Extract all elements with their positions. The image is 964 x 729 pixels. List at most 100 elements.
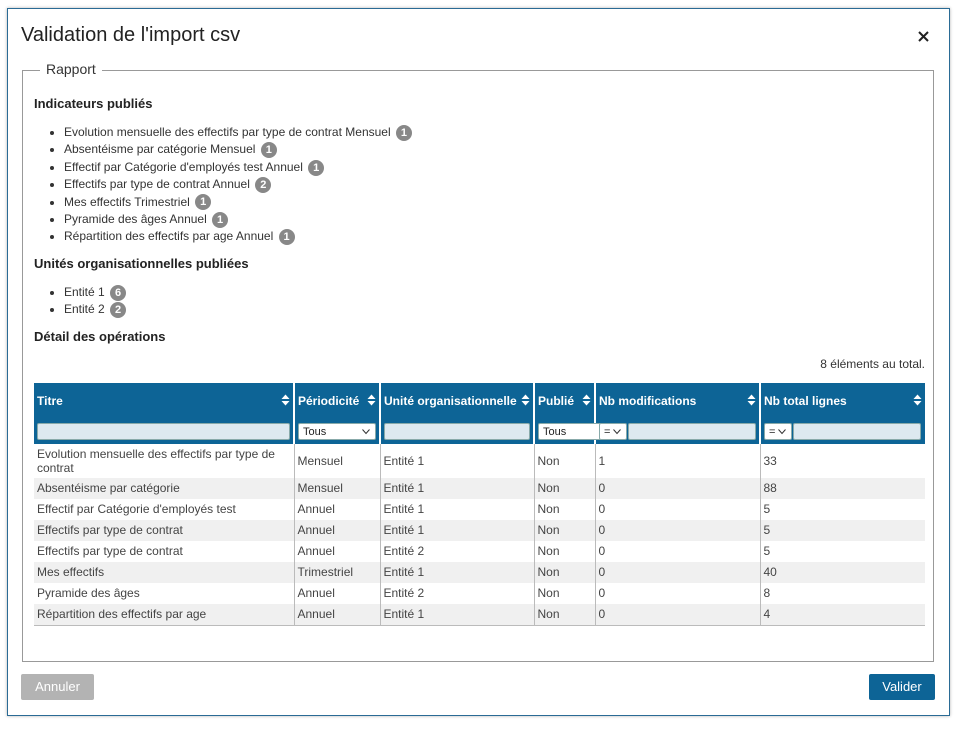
item-label: Mes effectifs Trimestriel (64, 194, 190, 209)
filter-value: Tous (303, 425, 327, 438)
column-header[interactable]: Unité organisationnelle (380, 382, 535, 419)
filter-input[interactable] (793, 422, 921, 440)
column-header[interactable]: Titre (34, 382, 295, 419)
filter-value: Tous (543, 425, 567, 438)
sort-icon[interactable] (913, 394, 922, 406)
table-cell: 88 (760, 477, 925, 499)
chevron (362, 428, 370, 434)
filter-cell: Tous (294, 418, 381, 444)
filter-input[interactable] (384, 422, 530, 440)
table-cell: Annuel (294, 498, 381, 520)
dialog: Validation de l'import csv Rapport Indic… (7, 8, 950, 716)
table-cell: Entité 1 (380, 477, 535, 499)
sort-icon[interactable] (747, 394, 756, 406)
table-cell: Pyramide des âges (34, 582, 295, 604)
sort-icon[interactable] (281, 394, 290, 406)
report-fieldset: Rapport Indicateurs publiés Evolution men… (22, 61, 934, 662)
table-cell: Non (534, 582, 596, 604)
table-cell: Absentéisme par catégorie (34, 477, 295, 499)
table-cell: Trimestriel (294, 561, 381, 583)
table-cell: Effectif par Catégorie d'employés test (34, 498, 295, 520)
filter-select[interactable]: = (599, 422, 627, 440)
item-label: Effectifs par type de contrat Annuel (64, 177, 250, 192)
list-item: Effectif par Catégorie d'employés test A… (64, 159, 925, 176)
table-cell: 4 (760, 603, 925, 626)
close-button[interactable] (918, 31, 929, 42)
table-row: Evolution mensuelle des effectifs par ty… (34, 443, 925, 478)
table-cell: Entité 1 (380, 498, 535, 520)
table-cell: Non (534, 540, 596, 562)
header-label: Nb total lignes (764, 393, 847, 408)
table-cell: Répartition des effectifs par age (34, 603, 295, 626)
column-header[interactable]: Nb modifications (595, 382, 761, 419)
count-badge: 1 (260, 142, 277, 159)
filter-cell: = (595, 418, 761, 444)
item-label: Entité 2 (64, 302, 105, 317)
table-cell: 0 (595, 582, 761, 604)
count-badge: 1 (195, 194, 212, 211)
table-cell: Non (534, 561, 596, 583)
column-header[interactable]: Nb total lignes (760, 382, 925, 419)
table-cell: 40 (760, 561, 925, 583)
confirm-button[interactable]: Valider (869, 674, 935, 700)
header-label: Titre (37, 393, 63, 408)
list-item: Entité 2 2 (64, 301, 925, 319)
chevron (778, 428, 786, 434)
list-item: Pyramide des âges Annuel 1 (64, 211, 925, 228)
filter-input[interactable] (37, 422, 290, 440)
list-item: Effectifs par type de contrat Annuel 2 (64, 176, 925, 194)
count-badge: 2 (110, 302, 127, 319)
table-row: Répartition des effectifs par age Annuel E… (34, 603, 925, 626)
table-cell: 0 (595, 519, 761, 541)
filter-value: = (604, 425, 611, 438)
sort-icon[interactable] (521, 394, 530, 406)
table-cell: Non (534, 477, 596, 499)
table-cell: Entité 1 (380, 561, 535, 583)
table-cell: 0 (595, 498, 761, 520)
column-header[interactable]: Périodicité (294, 382, 381, 419)
table-cell: Entité 1 (380, 603, 535, 626)
table-cell: Evolution mensuelle des effectifs par ty… (34, 443, 295, 478)
item-label: Répartition des effectifs par age Annuel (64, 229, 274, 244)
filter-select[interactable]: Tous (298, 422, 376, 440)
sort-icon[interactable] (367, 394, 376, 406)
table-row: Pyramide des âges Annuel Entité 2 Non 0 8 (34, 582, 925, 604)
table-cell: Non (534, 603, 596, 626)
total-count: 8 éléments au total. (820, 356, 925, 371)
table-cell: Effectifs par type de contrat (34, 540, 295, 562)
table-cell: Entité 1 (380, 519, 535, 541)
table-cell: Annuel (294, 519, 381, 541)
table-cell: 0 (595, 603, 761, 626)
report-content: Indicateurs publiés Evolution mensuelle d… (34, 96, 925, 626)
sort-icon[interactable] (582, 394, 591, 406)
filter-select[interactable]: = (764, 422, 792, 440)
header-label: Nb modifications (599, 393, 697, 408)
filter-cell (380, 418, 535, 444)
column-header[interactable]: Publié (534, 382, 596, 419)
table-cell: 1 (595, 443, 761, 478)
item-label: Effectif par Catégorie d'employés test A… (64, 159, 303, 174)
item-label: Absentéisme par catégorie Mensuel (64, 142, 256, 157)
dialog-title: Validation de l'import csv (21, 24, 241, 46)
list-item: Evolution mensuelle des effectifs par ty… (64, 124, 925, 141)
table-cell: 8 (763, 586, 771, 601)
list-item: Absentéisme par catégorie Mensuel 1 (64, 141, 925, 159)
bullet-list: Evolution mensuelle des effectifs par ty… (34, 124, 925, 246)
table-cell: 5 (760, 519, 925, 541)
count-badge: 1 (212, 211, 229, 228)
table-row: Mes effectifs Trimestriel Entité 1 Non 0 40 (34, 561, 925, 583)
chevron (613, 428, 621, 434)
section-heading: Indicateurs publiés (34, 96, 153, 111)
count-badge: 1 (278, 229, 295, 246)
count-badge: 2 (255, 177, 272, 194)
table-cell: Mes effectifs (34, 561, 295, 583)
filter-input[interactable] (628, 422, 756, 440)
table-cell: Entité 2 (380, 582, 535, 604)
table-cell: 5 (763, 544, 771, 559)
operations-table: Titre Périodicité Unité organisationnelle P… (34, 382, 925, 626)
table-cell: Annuel (294, 603, 381, 626)
cancel-button[interactable]: Annuler (21, 674, 94, 700)
table-cell: Entité 2 (380, 540, 535, 562)
item-label: Pyramide des âges Annuel (64, 212, 207, 227)
